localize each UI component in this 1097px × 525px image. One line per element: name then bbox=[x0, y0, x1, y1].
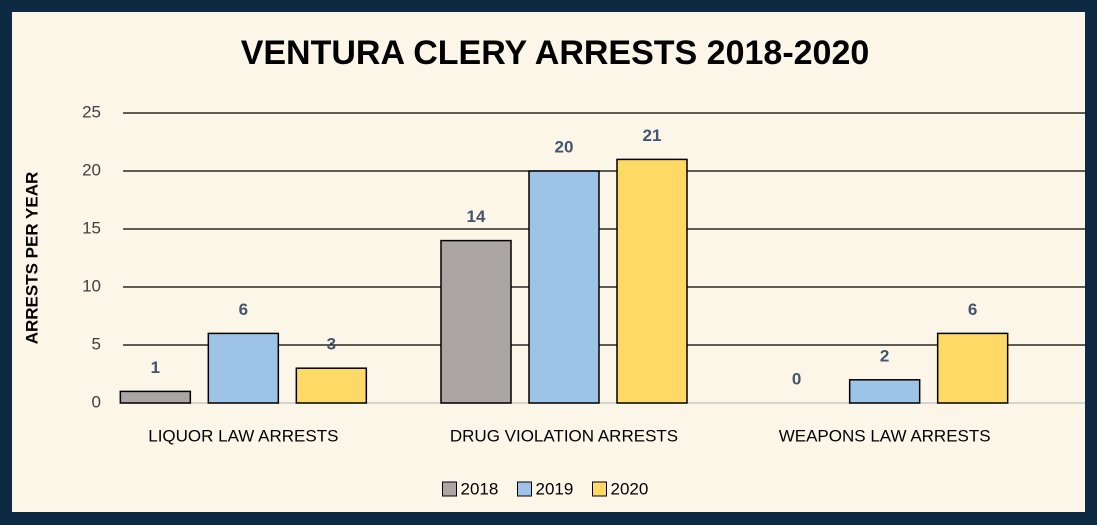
legend-label: 2018 bbox=[461, 479, 499, 498]
data-label: 21 bbox=[643, 126, 662, 145]
bar bbox=[848, 379, 921, 404]
x-tick-label: DRUG VIOLATION ARRESTS bbox=[450, 426, 678, 445]
y-tick-label: 10 bbox=[82, 276, 101, 295]
data-label: 20 bbox=[555, 137, 574, 156]
y-tick-label: 20 bbox=[82, 160, 101, 179]
legend-swatch bbox=[517, 481, 532, 497]
x-tick-label: WEAPONS LAW ARRESTS bbox=[779, 426, 991, 445]
legend-label: 2020 bbox=[611, 479, 649, 498]
y-tick-label: 0 bbox=[92, 392, 101, 411]
legend-swatch bbox=[442, 481, 457, 497]
bar bbox=[616, 158, 688, 404]
bar bbox=[119, 390, 192, 404]
data-label: 14 bbox=[467, 207, 486, 226]
y-tick-label: 15 bbox=[82, 218, 101, 237]
data-label: 0 bbox=[792, 369, 801, 388]
data-label: 1 bbox=[151, 358, 160, 377]
y-tick-label: 5 bbox=[92, 334, 101, 353]
bar bbox=[528, 170, 600, 404]
bar bbox=[936, 332, 1009, 404]
data-label: 6 bbox=[239, 300, 248, 319]
y-tick-label: 25 bbox=[82, 102, 101, 121]
data-label: 3 bbox=[327, 335, 336, 354]
y-axis-label: ARRESTS PER YEAR bbox=[22, 172, 41, 345]
legend-swatch bbox=[592, 481, 607, 497]
legend-label: 2019 bbox=[536, 479, 574, 498]
data-label: 6 bbox=[968, 300, 977, 319]
x-tick-label: LIQUOR LAW ARRESTS bbox=[148, 426, 338, 445]
chart-title: VENTURA CLERY ARRESTS 2018-2020 bbox=[241, 34, 870, 72]
data-label: 2 bbox=[880, 346, 889, 365]
bar bbox=[207, 332, 280, 404]
bar bbox=[295, 367, 368, 404]
bar bbox=[440, 239, 512, 404]
